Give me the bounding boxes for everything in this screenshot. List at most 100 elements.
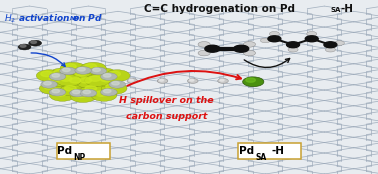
Circle shape xyxy=(39,82,65,94)
Circle shape xyxy=(91,89,117,101)
Circle shape xyxy=(60,84,86,96)
Circle shape xyxy=(65,86,76,91)
Circle shape xyxy=(75,67,91,74)
Text: SA: SA xyxy=(330,7,341,13)
Circle shape xyxy=(36,70,62,82)
Circle shape xyxy=(305,36,318,42)
Circle shape xyxy=(70,69,96,81)
Circle shape xyxy=(81,62,106,74)
Circle shape xyxy=(52,74,60,77)
Circle shape xyxy=(268,36,281,42)
Circle shape xyxy=(307,31,317,36)
Circle shape xyxy=(90,67,107,75)
Circle shape xyxy=(75,92,86,97)
Circle shape xyxy=(85,64,96,69)
Circle shape xyxy=(243,42,256,47)
Circle shape xyxy=(85,74,110,86)
Circle shape xyxy=(45,75,70,87)
Circle shape xyxy=(54,69,66,75)
Circle shape xyxy=(104,70,130,82)
Circle shape xyxy=(96,75,122,87)
Text: SA: SA xyxy=(256,153,267,162)
Circle shape xyxy=(127,78,138,83)
Circle shape xyxy=(93,68,100,72)
Circle shape xyxy=(76,76,101,88)
Circle shape xyxy=(288,47,298,52)
Circle shape xyxy=(49,77,60,82)
Circle shape xyxy=(80,89,97,97)
Circle shape xyxy=(109,71,120,77)
Circle shape xyxy=(73,90,80,94)
Circle shape xyxy=(78,68,85,71)
Circle shape xyxy=(70,91,96,102)
Circle shape xyxy=(325,47,335,52)
Text: NP: NP xyxy=(70,16,80,21)
Circle shape xyxy=(70,89,86,97)
Circle shape xyxy=(104,74,111,77)
Circle shape xyxy=(29,40,42,46)
Circle shape xyxy=(41,71,52,77)
Circle shape xyxy=(65,76,91,88)
Circle shape xyxy=(187,78,198,83)
Circle shape xyxy=(75,71,86,76)
Circle shape xyxy=(44,84,55,89)
Text: -H: -H xyxy=(271,146,284,156)
Circle shape xyxy=(96,91,107,96)
Circle shape xyxy=(56,74,82,86)
FancyBboxPatch shape xyxy=(238,143,301,159)
Circle shape xyxy=(243,50,256,56)
Circle shape xyxy=(63,68,70,72)
Circle shape xyxy=(50,89,75,101)
Text: Pd: Pd xyxy=(57,146,72,156)
Circle shape xyxy=(60,76,72,81)
Circle shape xyxy=(18,44,31,50)
Text: -H: -H xyxy=(340,4,353,14)
Circle shape xyxy=(287,42,299,48)
Circle shape xyxy=(52,89,60,93)
Circle shape xyxy=(205,45,220,52)
Circle shape xyxy=(65,64,76,69)
Circle shape xyxy=(54,91,66,96)
Circle shape xyxy=(96,69,107,75)
Circle shape xyxy=(160,79,164,81)
Circle shape xyxy=(198,50,210,56)
Text: NP: NP xyxy=(73,153,85,162)
Circle shape xyxy=(246,78,256,82)
Circle shape xyxy=(335,41,344,45)
Circle shape xyxy=(129,79,133,81)
Circle shape xyxy=(109,81,125,88)
Circle shape xyxy=(50,68,75,80)
Circle shape xyxy=(101,73,117,80)
Circle shape xyxy=(70,78,81,83)
Circle shape xyxy=(234,45,249,52)
Circle shape xyxy=(101,88,117,96)
Circle shape xyxy=(31,41,37,44)
Text: carbon support: carbon support xyxy=(125,112,207,121)
Text: $\mathit{H_2}$ activation on Pd: $\mathit{H_2}$ activation on Pd xyxy=(4,12,102,25)
FancyBboxPatch shape xyxy=(57,143,110,159)
Circle shape xyxy=(104,89,111,93)
Circle shape xyxy=(85,86,96,91)
Circle shape xyxy=(270,31,279,36)
Circle shape xyxy=(220,79,224,81)
Circle shape xyxy=(49,88,66,96)
Circle shape xyxy=(49,73,66,80)
Circle shape xyxy=(101,82,127,94)
Circle shape xyxy=(81,84,106,96)
Circle shape xyxy=(324,42,337,48)
Circle shape xyxy=(101,77,112,82)
Circle shape xyxy=(190,79,194,81)
Circle shape xyxy=(20,45,26,47)
Circle shape xyxy=(89,76,101,81)
Circle shape xyxy=(91,68,117,80)
Circle shape xyxy=(198,42,210,47)
Circle shape xyxy=(83,90,91,94)
Circle shape xyxy=(44,81,51,85)
Text: Pd: Pd xyxy=(239,146,254,156)
Circle shape xyxy=(112,81,119,85)
Text: C=C hydrogenation on Pd: C=C hydrogenation on Pd xyxy=(144,4,294,14)
Circle shape xyxy=(106,84,117,89)
Circle shape xyxy=(157,78,168,83)
Circle shape xyxy=(260,38,270,43)
Text: H spillover on the: H spillover on the xyxy=(119,96,214,105)
